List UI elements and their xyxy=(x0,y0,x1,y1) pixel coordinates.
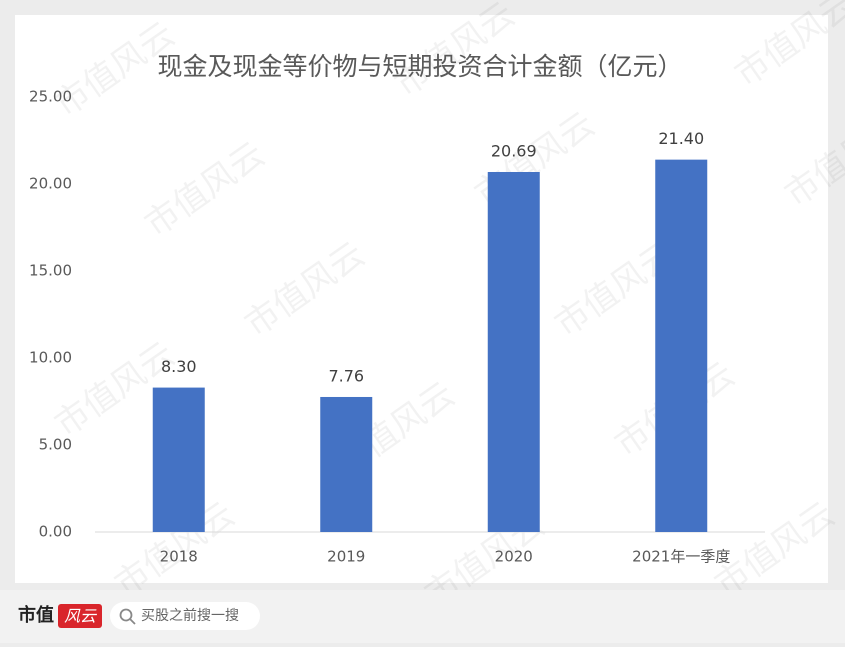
y-tick-label: 10.00 xyxy=(29,349,72,367)
value-label: 20.69 xyxy=(491,141,537,160)
brand: 市值 xyxy=(18,604,54,626)
y-tick-label: 15.00 xyxy=(29,262,72,280)
bar xyxy=(487,171,540,532)
chart-title: 现金及现金等价物与短期投资合计金额（亿元） xyxy=(157,52,682,81)
y-tick-label: 25.00 xyxy=(29,88,72,106)
value-label: 8.30 xyxy=(161,357,197,376)
bar xyxy=(655,159,708,532)
y-tick-label: 20.00 xyxy=(29,175,72,193)
bar xyxy=(320,396,373,532)
x-tick-label: 2019 xyxy=(327,548,365,566)
search-icon xyxy=(129,618,136,625)
x-tick-label: 2018 xyxy=(160,548,198,566)
search-text[interactable]: 买股之前搜一搜 xyxy=(141,607,239,624)
x-tick-label: 2020 xyxy=(495,548,533,566)
y-tick-label: 0.00 xyxy=(39,523,72,541)
bar xyxy=(152,387,205,532)
x-tick-label: 2021年一季度 xyxy=(632,548,730,566)
value-label: 21.40 xyxy=(658,129,704,148)
y-tick-label: 5.00 xyxy=(39,436,72,454)
brand-mark: 风云 xyxy=(64,607,98,626)
value-label: 7.76 xyxy=(328,366,364,385)
search-box[interactable] xyxy=(110,602,260,630)
brand-mark-box xyxy=(58,604,102,628)
search-icon xyxy=(119,608,133,622)
